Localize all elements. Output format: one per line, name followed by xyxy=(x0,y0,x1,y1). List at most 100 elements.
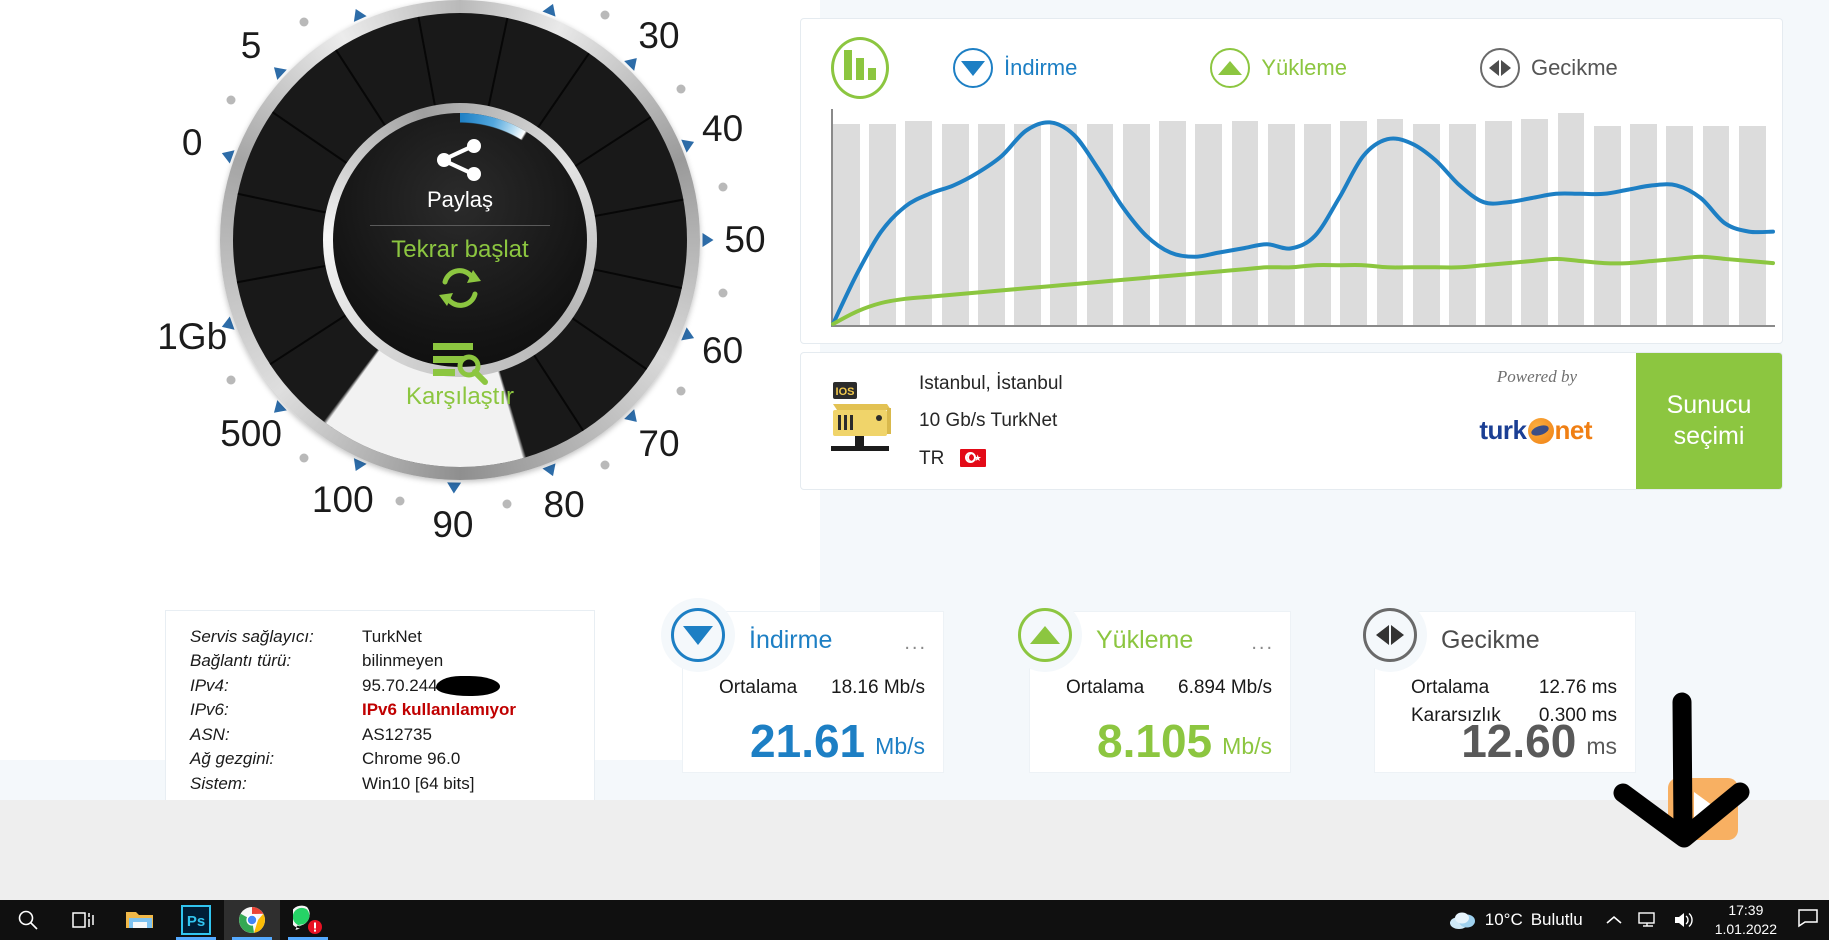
taskbar-clock[interactable]: 17:39 1.01.2022 xyxy=(1715,901,1777,939)
bar-chart-icon xyxy=(831,37,889,99)
taskbar-weather-widget[interactable]: 10°C Bulutlu xyxy=(1449,910,1583,930)
metric-big-value-download: 21.61 xyxy=(750,715,866,767)
share-label: Paylaş xyxy=(426,187,494,212)
gauge-minor-dot xyxy=(600,460,610,470)
server-info: IOS Istanbul, İsta xyxy=(801,353,1063,489)
center-divider xyxy=(370,225,550,226)
taskbar-action-center-button[interactable] xyxy=(1797,908,1819,933)
metric-rows-latency: Ortalama 12.76 ms Kararsızlık 0.300 ms xyxy=(1411,674,1617,729)
server-country-code: TR xyxy=(919,447,945,469)
weather-temperature: 10°C xyxy=(1484,910,1523,929)
gauge-minor-dot xyxy=(226,375,236,385)
gauge-tick-marker xyxy=(349,458,367,474)
metric-title-upload: Yükleme xyxy=(1096,626,1194,654)
info-value: 95.70.244 xyxy=(362,674,516,698)
taskbar-photoshop-button[interactable]: Ps xyxy=(168,900,224,940)
latency-arrows-icon xyxy=(1479,48,1520,88)
gauge-minor-dot xyxy=(226,95,236,105)
gauge-minor-dot xyxy=(502,499,512,509)
upload-arrow-icon xyxy=(1210,48,1251,88)
plot-series-lines xyxy=(831,109,1775,327)
plot-bar xyxy=(1014,123,1041,325)
windows-taskbar: Ps xyxy=(0,900,1829,940)
taskbar-running-indicator xyxy=(176,937,216,940)
task-view-icon xyxy=(72,912,94,928)
chevron-up-icon[interactable] xyxy=(1605,913,1623,927)
gauge-progress-arc xyxy=(333,113,587,367)
gauge-scale-label: 80 xyxy=(543,484,585,526)
plot-bar xyxy=(1485,121,1513,325)
share-icon xyxy=(436,139,481,181)
plot-axes xyxy=(831,109,1775,327)
server-capacity: 10 Gb/s TurkNet xyxy=(919,410,1058,432)
legend-item-graph[interactable] xyxy=(831,37,889,99)
svg-text:Ps: Ps xyxy=(187,913,205,930)
taskbar-task-view-button[interactable] xyxy=(56,900,112,940)
taskbar-whatsapp-button[interactable] xyxy=(280,900,336,940)
metric-big-value-upload: 8.105 xyxy=(1097,715,1213,767)
metric-menu-download[interactable]: ... xyxy=(904,632,927,654)
network-icon[interactable] xyxy=(1637,911,1659,929)
latency-arrows-icon xyxy=(1363,608,1417,662)
metric-card-download: İndirme ... Ortalama 18.16 Mb/s 21.61 Mb… xyxy=(661,598,943,772)
taskbar-tray-icons[interactable] xyxy=(1605,911,1695,929)
metric-badge-download xyxy=(661,598,735,672)
powered-by-label: Powered by xyxy=(1496,367,1577,386)
connection-info-card: Servis sağlayıcı: TurkNet Bağlantı türü: bi… xyxy=(165,610,595,800)
legend-label-download: İndirme xyxy=(1004,55,1078,80)
taskbar-apps: Ps xyxy=(0,900,336,940)
taskbar-search-button[interactable] xyxy=(0,900,56,940)
metric-title-latency: Gecikme xyxy=(1441,626,1540,654)
metric-avg-value-upload: 6.894 Mb/s xyxy=(1178,677,1272,698)
plot-bar xyxy=(1267,123,1295,325)
speed-gauge[interactable]: 05101520304050607080901005001Gb xyxy=(157,0,766,545)
info-row: Ağ gezgini: Chrome 96.0 xyxy=(190,747,516,771)
metric-big-unit-latency: ms xyxy=(1586,733,1617,759)
gauge-minor-dot xyxy=(395,496,405,506)
legend-item-latency[interactable]: Gecikme xyxy=(1479,48,1618,88)
metric-card-upload: Yükleme ... Ortalama 6.894 Mb/s 8.105 Mb… xyxy=(1008,598,1290,772)
plot-bar xyxy=(1593,125,1621,325)
metric-badge-upload xyxy=(1008,598,1082,672)
legend-item-download[interactable]: İndirme xyxy=(953,48,1077,88)
taskbar-chrome-button[interactable] xyxy=(224,900,280,940)
photoshop-icon: Ps xyxy=(181,905,211,935)
plot-line-upload xyxy=(833,257,1773,324)
clock-date: 1.01.2022 xyxy=(1714,921,1777,937)
metric-avg-label-upload: Ortalama xyxy=(1066,677,1145,698)
gauge-scale-label: 10 xyxy=(322,0,363,1)
server-card: IOS Istanbul, İsta xyxy=(800,352,1783,490)
metric-menu-upload[interactable]: ... xyxy=(1251,632,1274,654)
volume-icon[interactable] xyxy=(1673,911,1695,929)
turknet-brand-part1: turk xyxy=(1479,415,1527,445)
action-center-icon xyxy=(1798,908,1818,927)
metric-big-latency: 12.60 ms xyxy=(1461,718,1617,764)
gauge-minor-dot xyxy=(718,182,728,192)
restart-button[interactable]: Tekrar başlat xyxy=(391,236,529,310)
search-icon xyxy=(18,910,38,930)
compare-button[interactable]: Karşılaştır xyxy=(360,339,560,411)
gauge-scale-label: 90 xyxy=(432,503,474,545)
share-button[interactable]: Paylaş xyxy=(427,137,493,213)
metric-big-value-latency: 12.60 xyxy=(1461,715,1577,767)
plot-bar xyxy=(1557,113,1585,325)
info-row: Bağlantı türü: bilinmeyen xyxy=(190,649,516,673)
floating-action-button[interactable] xyxy=(1668,778,1738,840)
download-arrow-icon xyxy=(953,48,993,88)
plot-bar xyxy=(869,123,897,325)
chart-legend: İndirme Yükleme xyxy=(817,37,1766,99)
plot-bar xyxy=(1521,119,1549,325)
taskbar-file-explorer-button[interactable] xyxy=(112,900,168,940)
legend-label-latency: Gecikme xyxy=(1530,55,1618,80)
metric-badge-latency xyxy=(1353,598,1427,672)
metric-big-download: 21.61 Mb/s xyxy=(750,718,925,764)
plot-bar xyxy=(941,123,969,325)
gauge-scale-label: 40 xyxy=(702,108,744,150)
server-select-button[interactable]: Sunucu seçimi xyxy=(1636,353,1782,489)
legend-item-upload[interactable]: Yükleme xyxy=(1210,48,1347,88)
restart-label: Tekrar başlat xyxy=(391,236,529,263)
info-row: IPv6: IPv6 kullanılamıyor xyxy=(190,698,516,722)
clock-time: 17:39 xyxy=(1728,902,1764,919)
metric-card-latency: Gecikme Ortalama 12.76 ms Kararsızlık 0.… xyxy=(1353,598,1635,772)
